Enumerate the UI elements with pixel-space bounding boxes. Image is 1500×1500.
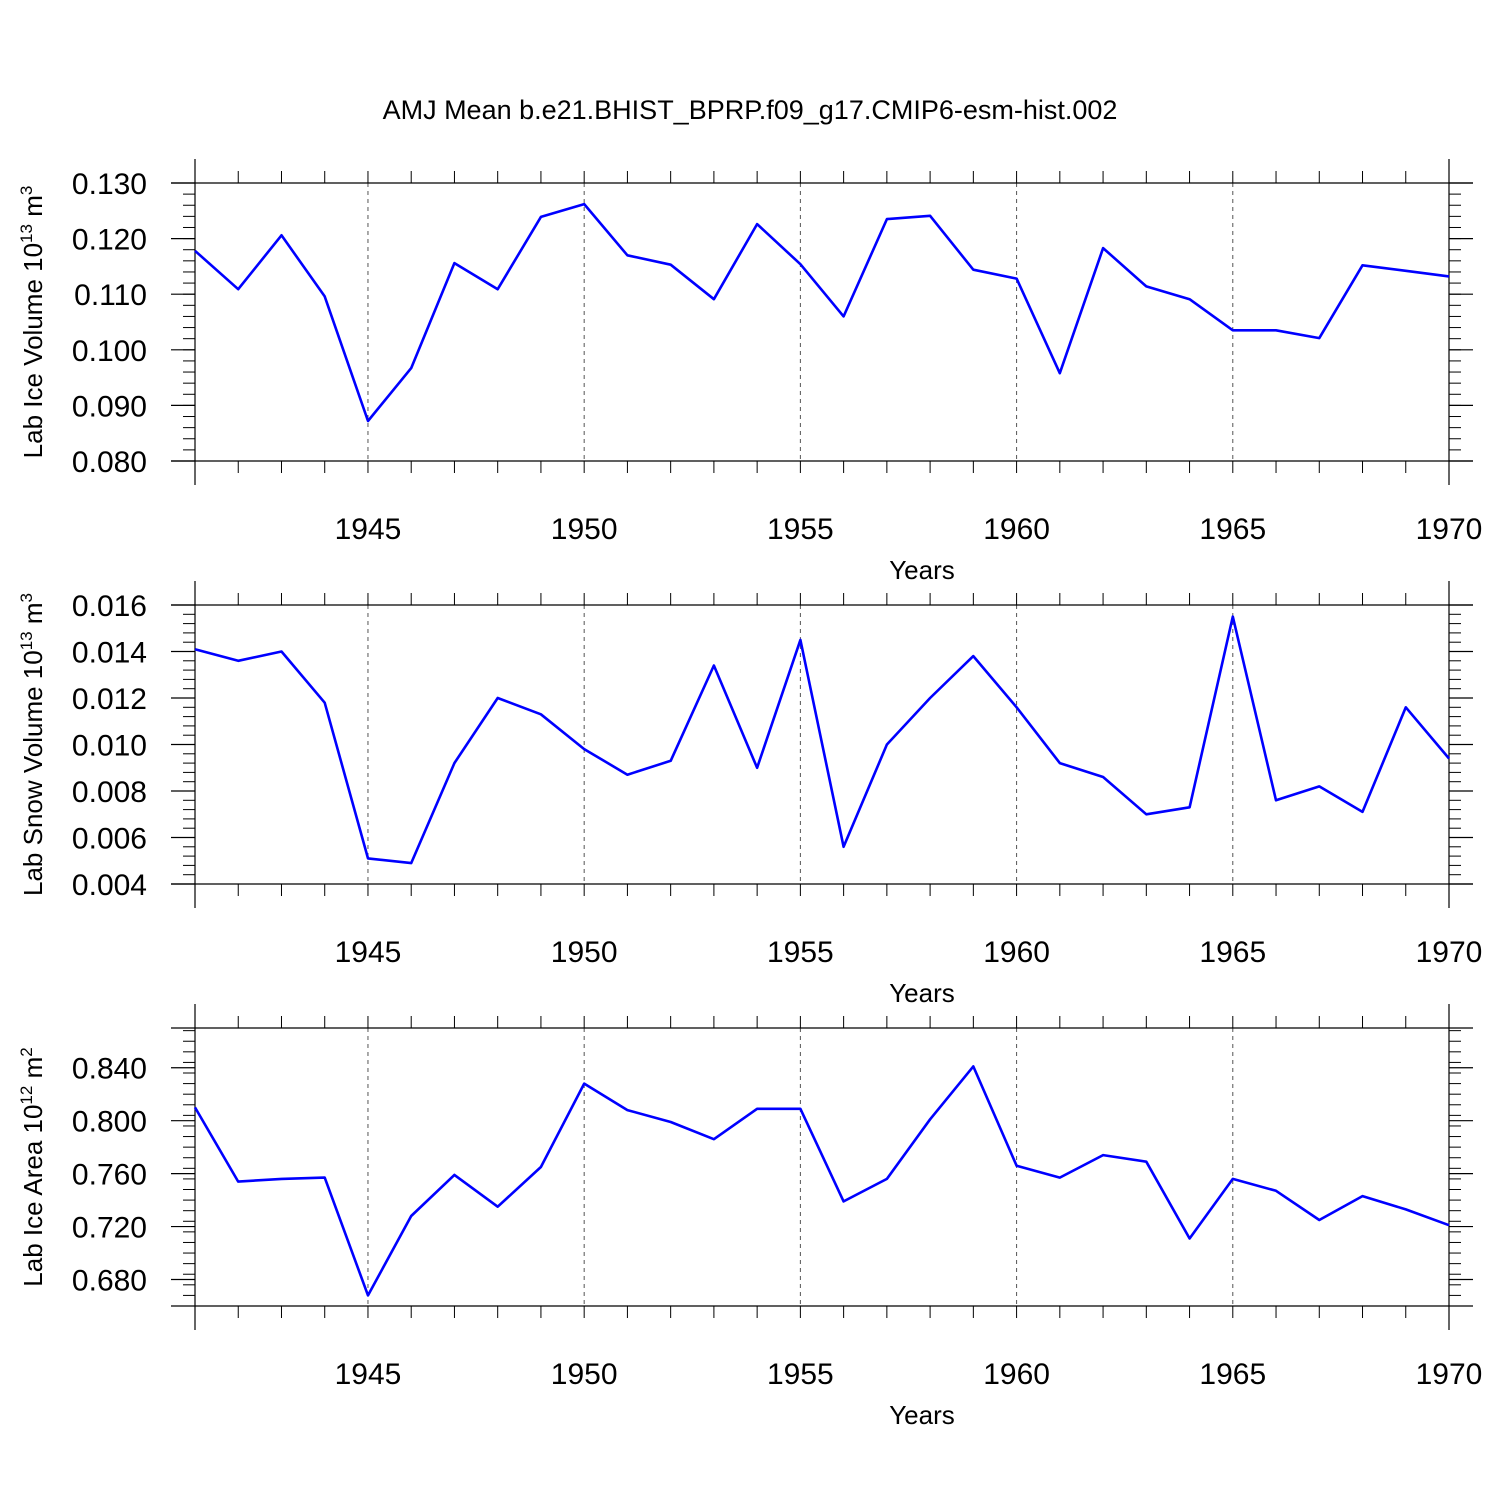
x-axis-label: Years xyxy=(889,978,955,1008)
x-tick-label: 1965 xyxy=(1199,936,1266,969)
x-tick-label: 1955 xyxy=(767,936,834,969)
x-tick-label: 1965 xyxy=(1199,1358,1266,1391)
y-axis-label-exponent: 12 xyxy=(17,1086,36,1105)
y-axis-label-main: Lab Snow Volume 10 xyxy=(18,650,48,896)
chart-panel-3: 0.680 0.720 0.760 0.800 0.840 1945 1950 1955 196… xyxy=(17,1004,1482,1430)
y-tick-label: 0.840 xyxy=(72,1053,147,1086)
x-tick-label: 1945 xyxy=(335,1358,402,1391)
y-axis-label-unit-exponent: 3 xyxy=(17,186,36,195)
y-tick-label: 0.008 xyxy=(72,776,147,809)
x-tick-label: 1960 xyxy=(983,1358,1050,1391)
x-tick-label: 1970 xyxy=(1416,513,1483,546)
x-tick-label: 1950 xyxy=(551,513,618,546)
y-axis-label-main: Lab Ice Volume 10 xyxy=(18,243,48,458)
x-tick-label: 1945 xyxy=(335,936,402,969)
y-tick-label: 0.010 xyxy=(72,730,147,763)
y-axis-label: Lab Ice Area 1012 m2 xyxy=(17,1047,48,1286)
y-tick-label: 0.004 xyxy=(72,869,147,902)
y-tick-label: 0.720 xyxy=(72,1212,147,1245)
x-tick-label: 1955 xyxy=(767,1358,834,1391)
y-axis-label-exponent: 13 xyxy=(17,224,36,243)
series-line xyxy=(193,1065,1450,1297)
y-tick-label: 0.100 xyxy=(72,335,147,368)
x-tick-label: 1950 xyxy=(551,1358,618,1391)
x-tick-label: 1955 xyxy=(767,513,834,546)
y-tick-label: 0.760 xyxy=(72,1159,147,1192)
y-tick-label: 0.120 xyxy=(72,224,147,257)
x-tick-label: 1965 xyxy=(1199,513,1266,546)
chart-title: AMJ Mean b.e21.BHIST_BPRP.f09_g17.CMIP6-… xyxy=(383,95,1118,125)
y-tick-label: 0.130 xyxy=(72,168,147,201)
x-tick-label: 1945 xyxy=(335,513,402,546)
y-tick-label: 0.110 xyxy=(74,279,147,312)
y-axis-label-unit: m xyxy=(18,195,48,224)
y-axis-label-unit-exponent: 2 xyxy=(17,1047,36,1056)
y-axis-label-unit: m xyxy=(18,602,48,631)
chart-panel-2: 0.004 0.006 0.008 0.010 0.012 0.014 0.016 1945 1… xyxy=(17,581,1482,1008)
y-axis-label-main: Lab Ice Area 10 xyxy=(18,1105,48,1287)
y-axis-label: Lab Snow Volume 1013 m3 xyxy=(17,593,48,896)
x-tick-label: 1950 xyxy=(551,936,618,969)
chart-panel-1: 0.080 0.090 0.100 0.110 0.120 0.130 1945 1950 19… xyxy=(17,159,1482,585)
y-tick-label: 0.800 xyxy=(72,1106,147,1139)
y-tick-label: 0.006 xyxy=(72,823,147,856)
x-tick-label: 1960 xyxy=(983,513,1050,546)
x-axis-label: Years xyxy=(889,1400,955,1430)
y-axis-label-exponent: 13 xyxy=(17,631,36,650)
y-axis-label-unit: m xyxy=(18,1057,48,1086)
y-tick-label: 0.014 xyxy=(72,637,147,670)
y-tick-label: 0.080 xyxy=(72,446,147,479)
x-axis-label: Years xyxy=(889,555,955,585)
x-tick-label: 1960 xyxy=(983,936,1050,969)
y-tick-label: 0.016 xyxy=(72,590,147,623)
y-tick-label: 0.012 xyxy=(72,683,147,716)
y-axis-label: Lab Ice Volume 1013 m3 xyxy=(17,186,48,459)
y-tick-label: 0.680 xyxy=(72,1265,147,1298)
y-tick-label: 0.090 xyxy=(72,390,147,423)
series-line xyxy=(194,615,1450,865)
x-tick-label: 1970 xyxy=(1416,1358,1483,1391)
x-tick-label: 1970 xyxy=(1416,936,1483,969)
y-axis-label-unit-exponent: 3 xyxy=(17,593,36,602)
series-line xyxy=(194,202,1450,423)
